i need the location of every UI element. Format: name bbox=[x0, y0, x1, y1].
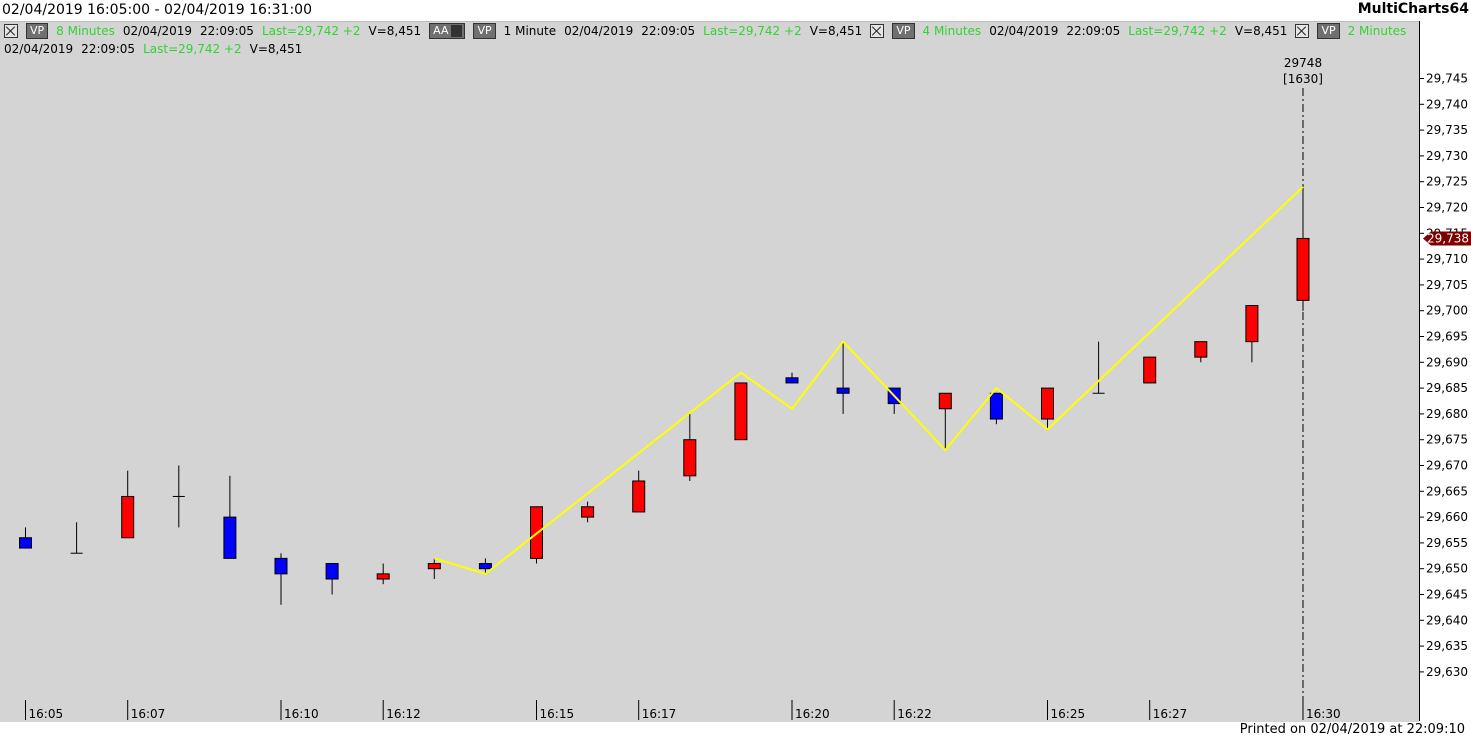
time-label-3: 22:09:05 bbox=[1066, 24, 1121, 38]
candle-body bbox=[989, 392, 1003, 420]
candle-body bbox=[683, 439, 697, 477]
candle-body bbox=[1143, 356, 1157, 384]
close-icon[interactable] bbox=[1295, 24, 1310, 38]
status-line-2: 02/04/2019 22:09:05 Last=29,742 +2 V=8,4… bbox=[4, 40, 310, 58]
x-tick-label: 16:22 bbox=[897, 707, 932, 721]
date-label-5: 02/04/2019 bbox=[4, 42, 74, 56]
y-tick-label: 29,655 bbox=[1426, 536, 1468, 550]
time-label-2: 22:09:05 bbox=[641, 24, 696, 38]
volume-label-5: V=8,451 bbox=[249, 42, 303, 56]
last-label-2: Last=29,742 +2 bbox=[703, 24, 802, 38]
zigzag-line bbox=[434, 186, 1304, 575]
vp-button-2[interactable]: VP bbox=[473, 23, 496, 39]
app-name: MultiCharts64 bbox=[1357, 1, 1469, 17]
candle-body bbox=[19, 537, 32, 549]
candle-body bbox=[223, 516, 237, 559]
y-tick-label: 29,695 bbox=[1426, 330, 1468, 344]
candle-body bbox=[274, 557, 288, 575]
candle-body bbox=[478, 563, 492, 570]
vp-button-1[interactable]: VP bbox=[26, 23, 49, 39]
volume-label-1: V=8,451 bbox=[368, 24, 422, 38]
x-tick-label: 16:20 bbox=[795, 707, 830, 721]
title-bar: 02/04/2019 16:05:00 - 02/04/2019 16:31:0… bbox=[0, 0, 1471, 21]
candle-body bbox=[581, 506, 595, 518]
y-tick-label: 29,705 bbox=[1426, 278, 1468, 292]
candle-body bbox=[785, 377, 799, 384]
y-tick-label: 29,745 bbox=[1426, 72, 1468, 86]
printed-timestamp: Printed on 02/04/2019 at 22:09:10 bbox=[1239, 722, 1465, 737]
date-label-3: 02/04/2019 bbox=[989, 24, 1059, 38]
x-tick-label: 16:17 bbox=[642, 707, 677, 721]
y-tick-label: 29,725 bbox=[1426, 175, 1468, 189]
y-tick-label: 29,650 bbox=[1426, 562, 1468, 576]
candle-body bbox=[1296, 237, 1310, 301]
y-tick-label: 29,645 bbox=[1426, 588, 1468, 602]
y-tick-label: 29,660 bbox=[1426, 510, 1468, 524]
interval-label-2: 1 Minute bbox=[503, 24, 557, 38]
x-tick-label: 16:25 bbox=[1051, 707, 1086, 721]
y-tick-label: 29,685 bbox=[1426, 381, 1468, 395]
date-label-2: 02/04/2019 bbox=[564, 24, 634, 38]
last-label-3: Last=29,742 +2 bbox=[1128, 24, 1227, 38]
interval-label-3: 4 Minutes bbox=[922, 24, 982, 38]
date-range: 02/04/2019 16:05:00 - 02/04/2019 16:31:0… bbox=[2, 2, 312, 18]
status-line: VP 8 Minutes 02/04/2019 22:09:05 Last=29… bbox=[4, 22, 1414, 40]
interval-label-4: 2 Minutes bbox=[1347, 24, 1407, 38]
interval-label-1: 8 Minutes bbox=[56, 24, 115, 38]
candle-body bbox=[427, 563, 441, 570]
last-label-5: Last=29,742 +2 bbox=[143, 42, 242, 56]
close-icon[interactable] bbox=[4, 24, 18, 38]
y-tick-label: 29,630 bbox=[1426, 665, 1468, 679]
candle-body bbox=[1245, 305, 1259, 343]
y-tick-label: 29,735 bbox=[1426, 123, 1468, 137]
vp-button-3[interactable]: VP bbox=[892, 23, 915, 39]
candle-body bbox=[836, 387, 850, 394]
cursor-price-label: 29748 bbox=[1284, 56, 1322, 70]
x-tick-label: 16:30 bbox=[1306, 707, 1341, 721]
y-tick-label: 29,640 bbox=[1426, 613, 1468, 627]
close-icon[interactable] bbox=[870, 24, 885, 38]
current-price-marker bbox=[1423, 231, 1471, 246]
cursor-bar-label: [1630] bbox=[1283, 72, 1323, 86]
y-tick-label: 29,635 bbox=[1426, 639, 1468, 653]
aa-dropdown[interactable]: AA bbox=[429, 23, 466, 39]
y-tick-label: 29,690 bbox=[1426, 355, 1468, 369]
y-tick-label: 29,700 bbox=[1426, 304, 1468, 318]
chart-plot-area[interactable] bbox=[0, 21, 1419, 722]
vp-button-4[interactable]: VP bbox=[1317, 23, 1340, 39]
candle-body bbox=[1194, 341, 1208, 358]
current-price-label: 29,738 bbox=[1427, 231, 1469, 245]
candle-body bbox=[938, 392, 952, 410]
y-tick-label: 29,720 bbox=[1426, 201, 1468, 215]
x-tick-label: 16:12 bbox=[386, 707, 421, 721]
y-tick-label: 29,730 bbox=[1426, 149, 1468, 163]
volume-label-2: V=8,451 bbox=[809, 24, 863, 38]
x-tick-label: 16:10 bbox=[284, 707, 319, 721]
y-tick-label: 29,680 bbox=[1426, 407, 1468, 421]
x-tick-label: 16:07 bbox=[131, 707, 166, 721]
x-tick-label: 16:27 bbox=[1153, 707, 1188, 721]
date-label-1: 02/04/2019 bbox=[122, 24, 193, 38]
x-tick-label: 16:05 bbox=[29, 707, 64, 721]
price-axis[interactable] bbox=[1419, 21, 1471, 721]
candle-body bbox=[1041, 387, 1054, 420]
candle-body bbox=[632, 480, 646, 513]
x-tick-label: 16:15 bbox=[540, 707, 575, 721]
candle-body bbox=[734, 382, 748, 441]
time-label-5: 22:09:05 bbox=[81, 42, 136, 56]
candle-body bbox=[325, 563, 339, 580]
y-tick-label: 29,675 bbox=[1426, 433, 1468, 447]
time-label-1: 22:09:05 bbox=[200, 24, 254, 38]
volume-label-3: V=8,451 bbox=[1234, 24, 1288, 38]
candle-body bbox=[121, 495, 135, 539]
candle-body bbox=[376, 573, 390, 580]
y-tick-label: 29,665 bbox=[1426, 484, 1468, 498]
y-tick-label: 29,670 bbox=[1426, 459, 1468, 473]
last-label-1: Last=29,742 +2 bbox=[261, 24, 361, 38]
y-tick-label: 29,740 bbox=[1426, 97, 1468, 111]
y-tick-label: 29,710 bbox=[1426, 252, 1468, 266]
